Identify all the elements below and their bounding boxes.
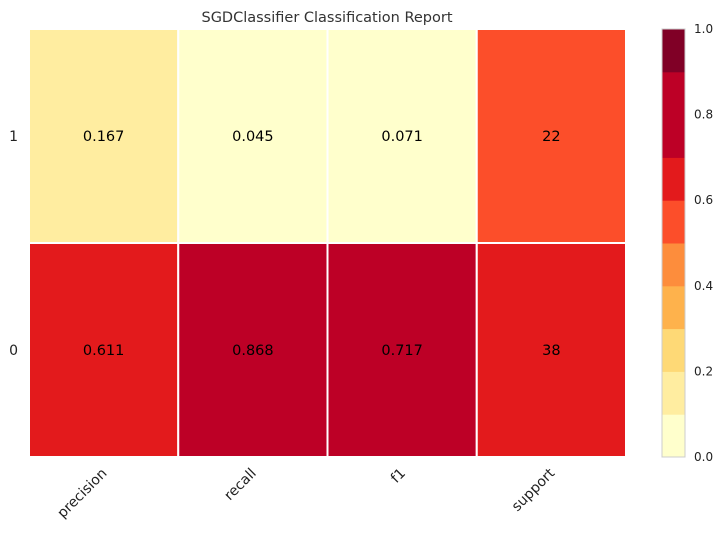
colorbar-segment — [662, 328, 685, 372]
heatmap-cell-0-recall — [177, 242, 329, 458]
x-tick-label-f1: f1 — [388, 466, 409, 487]
colorbar-tick-label: 0.8 — [694, 108, 713, 122]
x-axis-ticks: precision recall f1 support — [54, 465, 558, 521]
y-axis-ticks: 10 — [9, 129, 18, 359]
cell-label-1-precision: 0.167 — [83, 129, 125, 145]
colorbar-segment — [662, 414, 685, 458]
colorbar-frame — [661, 28, 686, 458]
cell-label-1-support: 22 — [542, 129, 560, 145]
heatmap: 0.167 0.045 0.071 22 0.611 0.868 0.717 38 — [28, 28, 627, 458]
colorbar-tick-label: 0.6 — [694, 193, 713, 207]
heatmap-cell-1-recall — [177, 28, 329, 244]
cell-label-1-f1: 0.071 — [381, 129, 423, 145]
heatmap-cell-1-support — [475, 28, 627, 244]
colorbar-segment — [662, 243, 685, 287]
colorbar-segment — [662, 371, 685, 415]
colorbar-tick-label: 0.0 — [694, 450, 713, 464]
cell-label-0-recall: 0.868 — [232, 343, 274, 359]
heatmap-cell-0-support — [475, 242, 627, 458]
colorbar-segment — [662, 71, 685, 116]
cell-label-0-precision: 0.611 — [83, 343, 125, 359]
y-tick-label-0: 0 — [9, 343, 18, 359]
colorbar-tick-label: 0.2 — [694, 364, 713, 378]
colorbar-segment — [662, 157, 685, 201]
colorbar-segment — [662, 285, 685, 330]
x-tick-label-support: support — [509, 465, 559, 515]
colorbar-tick-label: 1.0 — [694, 22, 713, 36]
x-tick-label-recall: recall — [221, 466, 259, 504]
heatmap-cell-0-f1 — [326, 242, 478, 458]
cell-label-0-f1: 0.717 — [381, 343, 423, 359]
y-tick-label-1: 1 — [9, 129, 18, 145]
colorbar-segment — [662, 200, 685, 244]
colorbar-tick-label: 0.4 — [694, 279, 713, 293]
cell-label-1-recall: 0.045 — [232, 129, 274, 145]
colorbar-segment — [662, 114, 685, 158]
cell-label-0-support: 38 — [542, 343, 560, 359]
chart-title: SGDClassifier Classification Report — [201, 10, 452, 26]
colorbar-segment — [662, 29, 685, 73]
heatmap-cell-0-precision — [28, 242, 180, 458]
x-tick-label-precision: precision — [54, 466, 110, 522]
colorbar: 0.0 0.2 0.4 0.6 0.8 1.0 — [661, 22, 713, 464]
